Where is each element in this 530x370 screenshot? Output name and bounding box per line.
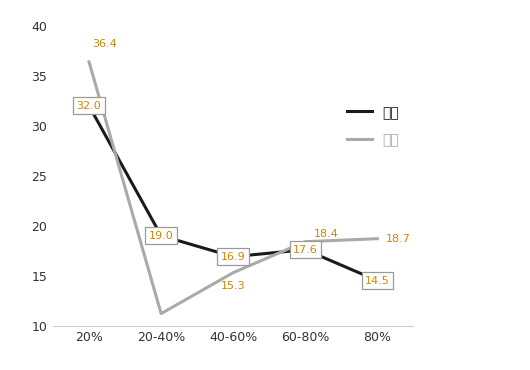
Text: 19.0: 19.0 [149,231,173,241]
남성 [302,239,308,244]
Text: 17.6: 17.6 [293,245,317,255]
Text: 18.4: 18.4 [314,229,339,239]
Legend: 여성, 남성: 여성, 남성 [340,99,407,155]
남성 [86,60,92,64]
여성 [86,104,92,108]
Text: 36.4: 36.4 [93,39,117,49]
Text: 18.7: 18.7 [386,234,411,244]
Text: 16.9: 16.9 [221,252,245,262]
남성 [158,312,164,316]
Line: 여성: 여성 [89,106,377,280]
Text: 15.3: 15.3 [221,280,245,291]
Line: 남성: 남성 [89,62,377,314]
Text: 11.2: 11.2 [0,369,1,370]
남성 [230,270,236,275]
여성 [158,233,164,238]
여성 [302,248,308,252]
여성 [230,255,236,259]
Text: 32.0: 32.0 [77,101,101,111]
여성 [374,278,381,283]
Text: 14.5: 14.5 [365,276,390,286]
남성 [374,236,381,241]
